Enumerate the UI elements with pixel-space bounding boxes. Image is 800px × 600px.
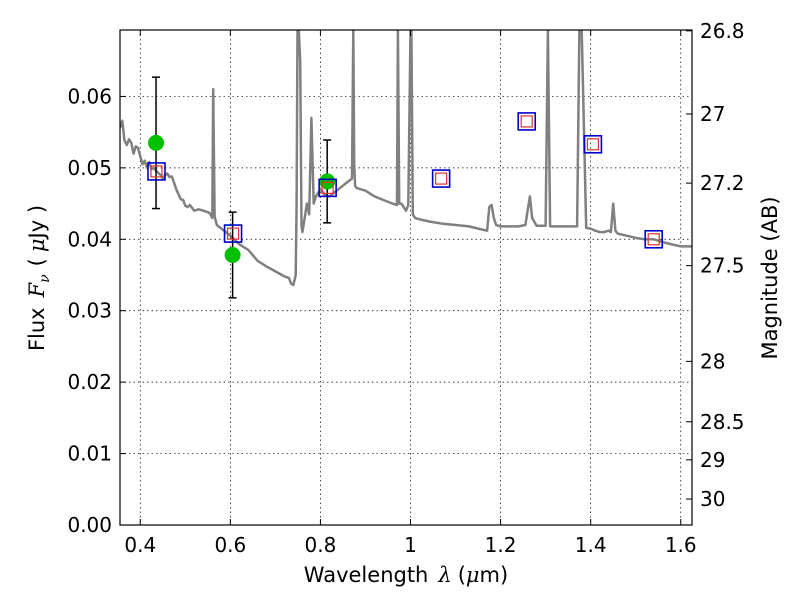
y2-tick-label: 28.5	[700, 410, 745, 434]
spectrum-line	[120, 30, 692, 287]
model-square	[223, 224, 243, 243]
model-square-inner	[226, 227, 240, 240]
y-tick-label: 0.04	[67, 227, 112, 251]
y2-axis-label: Magnitude (AB)	[758, 196, 782, 359]
y2-tick-label: 26.8	[700, 19, 745, 43]
y2-tick-label: 30	[700, 487, 725, 511]
model-square	[318, 178, 337, 198]
y2-axis: 26.8 27 27.2 27.5 28 28.5 29 30	[686, 19, 745, 511]
observed-point	[148, 134, 165, 151]
plot-frame	[119, 29, 693, 526]
points-layer	[147, 76, 664, 299]
observed-point	[319, 173, 336, 190]
y-tick-label: 0.02	[67, 370, 112, 394]
y-axis-label: FluxFν(μJy )	[25, 205, 53, 351]
x-tick-label: 1	[404, 533, 417, 557]
y-axis: 0.00 0.01 0.02 0.03 0.04 0.05 0.06	[67, 84, 126, 537]
y-tick-label: 0.05	[67, 156, 112, 180]
model-square	[644, 229, 664, 249]
plot-clip	[120, 30, 692, 287]
model-square	[147, 162, 166, 181]
y2-tick-label: 27	[700, 102, 725, 126]
model-square	[431, 169, 451, 188]
x-tick-label: 0.4	[124, 533, 156, 557]
y-tick-label: 0.03	[67, 299, 112, 323]
x-axis: 0.4 0.6 0.8 1 1.2 1.4 1.6	[124, 30, 697, 557]
x-tick-label: 0.8	[305, 533, 337, 557]
x-axis-label: Wavelength λ (μm)	[304, 563, 508, 587]
x-tick-label: 0.6	[214, 533, 246, 557]
x-tick-label: 1.4	[575, 533, 607, 557]
model-square-inner	[520, 115, 533, 128]
y2-tick-label: 27.2	[700, 171, 745, 195]
y2-tick-label: 28	[700, 349, 725, 373]
y2-tick-label: 29	[700, 448, 725, 472]
y-tick-label: 0.00	[67, 513, 112, 537]
y-tick-label: 0.01	[67, 442, 112, 466]
grid	[120, 30, 692, 525]
x-tick-label: 1.6	[665, 533, 697, 557]
model-square-inner	[321, 181, 334, 194]
model-square-inner	[647, 233, 660, 246]
model-square-inner	[435, 172, 448, 185]
model-square-inner	[586, 138, 600, 151]
x-tick-label: 1.2	[485, 533, 517, 557]
model-square-inner	[150, 165, 163, 178]
y-tick-label: 0.06	[67, 84, 112, 108]
observed-point	[224, 247, 241, 263]
model-square	[517, 112, 537, 131]
model-square	[583, 134, 603, 154]
y2-tick-label: 27.5	[700, 254, 745, 278]
